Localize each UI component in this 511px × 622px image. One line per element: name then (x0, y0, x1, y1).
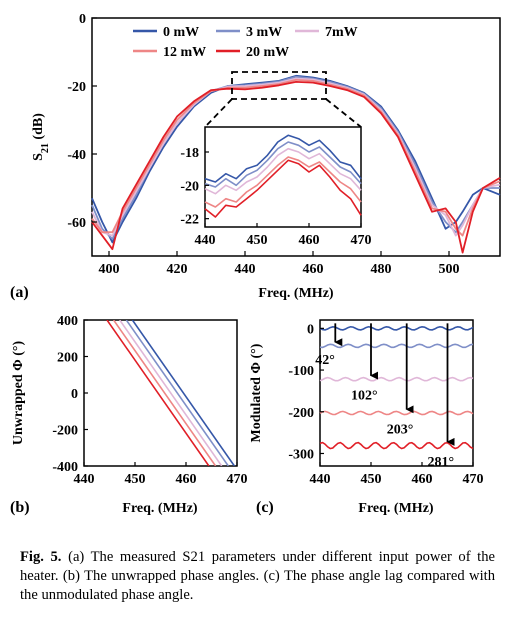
inset-series-0mw (204, 134, 362, 183)
phase-lag-label: 102° (351, 389, 378, 404)
panel-b-series-7mw (119, 320, 223, 466)
panel-c-xtick-label: 440 (310, 472, 331, 487)
panel-b-xtick-label: 440 (74, 472, 95, 487)
inset-frame (204, 126, 362, 228)
inset-series-7mw (204, 147, 362, 195)
panel-c-xlabel: Freq. (MHz) (358, 501, 433, 516)
inset-series-12mw (204, 156, 362, 208)
caption-text: (a) The measured S21 parameters under di… (20, 549, 495, 603)
panel-a-series-20mw (91, 81, 501, 254)
panel-a-xtick-label: 420 (167, 262, 188, 277)
panel-c-ytick-label: 0 (307, 322, 314, 337)
panel-c-series-3mw (319, 343, 474, 349)
inset-xtick-label: 470 (351, 233, 372, 248)
inset-xtick-label: 460 (299, 233, 320, 248)
phase-lag-label: 281° (428, 455, 455, 470)
panel-c-series-20mw (319, 441, 474, 450)
panel-c-series-7mw (319, 376, 474, 382)
panel-b-xtick-label: 460 (176, 472, 197, 487)
panel-b-ytick-label: 0 (71, 387, 78, 402)
panel-a-ytick-label: -60 (67, 216, 86, 231)
panel-b-series-0mw (131, 320, 236, 466)
panel-c-series-12mw (319, 410, 474, 416)
panel-c-ytick-label: -100 (288, 364, 314, 379)
legend: 0 mW 3 mW 7mW 12 mW 20 mW (133, 25, 358, 60)
panel-b-series-20mw (106, 320, 210, 466)
panel-b-ylabel: Unwrapped Φ (°) (11, 341, 26, 446)
panel-b-ytick-label: -200 (52, 424, 78, 439)
panel-b-ytick-label: -400 (52, 460, 78, 475)
panel-a-series-7mw (91, 77, 501, 237)
panel-c-ylabel: Modulated Φ (°) (249, 343, 264, 442)
legend-entry: 7mW (325, 25, 358, 40)
panel-b-series-12mw (112, 320, 217, 466)
panel-a-xtick-label: 460 (303, 262, 324, 277)
panel-b-xtick-label: 450 (125, 472, 146, 487)
panel-a-ylabel: S21 (dB) (31, 113, 51, 161)
panel-a-xtick-label: 500 (439, 262, 460, 277)
panel-c-xtick-label: 450 (361, 472, 382, 487)
panel-a-xlabel: Freq. (MHz) (258, 286, 333, 301)
inset-series-20mw (204, 159, 362, 218)
legend-entry: 20 mW (246, 45, 289, 60)
panel-a-series-12mw (91, 79, 501, 237)
inset-ytick-label: -18 (180, 146, 199, 161)
panel-c-ytick-label: -200 (288, 406, 314, 421)
panel-b-chart: 440 450 460 470 400 200 0 -200 -400 Freq. (MHz)… (10, 314, 248, 516)
panel-c-xtick-label: 470 (463, 472, 484, 487)
panel-a-chart: 400 420 440 460 480 500 0-20-40-60 440 450 460 4… (10, 12, 501, 301)
panel-b-xlabel: Freq. (MHz) (122, 501, 197, 516)
inset-ytick-label: -20 (180, 179, 199, 194)
panel-c-ytick-label: -300 (288, 447, 314, 462)
caption-label: Fig. 5. (20, 549, 62, 565)
panel-a-xtick-label: 400 (99, 262, 120, 277)
panel-c-frame (319, 319, 474, 467)
panel-b-frame (83, 319, 238, 467)
zoom-leader-left (204, 98, 233, 128)
panel-c-chart: 440 450 460 470 0 -100 -200 -300 42° 102° 203° 28… (249, 319, 484, 516)
panel-a-xtick-label: 480 (371, 262, 392, 277)
inset-ytick-label: -22 (180, 213, 199, 228)
inset-series-3mw (204, 141, 362, 188)
panel-a-ytick-label: -40 (67, 148, 86, 163)
inset-xtick-label: 450 (247, 233, 268, 248)
legend-entry: 0 mW (163, 25, 199, 40)
panel-a-frame (91, 17, 501, 257)
figure-canvas: 400 420 440 460 480 500 0-20-40-60 440 450 460 4… (10, 12, 501, 516)
legend-entry: 3 mW (246, 25, 282, 40)
panel-a-ytick-label: -20 (67, 80, 86, 95)
panel-c-xtick-label: 460 (412, 472, 433, 487)
panel-b-ytick-label: 200 (57, 351, 78, 366)
legend-entry: 12 mW (163, 45, 206, 60)
panel-a-label: (a) (10, 284, 29, 301)
zoom-leader-right (325, 98, 362, 128)
inset-chart: 440 450 460 470 -18 -20 -22 (180, 126, 372, 248)
panel-c-series-0mw (319, 325, 474, 331)
panel-b-ytick-label: 400 (57, 314, 78, 329)
phase-lag-label: 203° (387, 422, 414, 437)
panel-b-series-3mw (125, 320, 229, 466)
figure-caption: Fig. 5. (a) The measured S21 parameters … (20, 548, 495, 605)
panel-a-ytick-label: 0 (79, 12, 86, 27)
panel-a-xtick-label: 440 (235, 262, 256, 277)
panel-b-label: (b) (10, 499, 30, 516)
panel-b-xtick-label: 470 (227, 472, 248, 487)
phase-lag-label: 42° (315, 353, 335, 368)
inset-xtick-label: 440 (195, 233, 216, 248)
panel-c-label: (c) (256, 499, 274, 516)
